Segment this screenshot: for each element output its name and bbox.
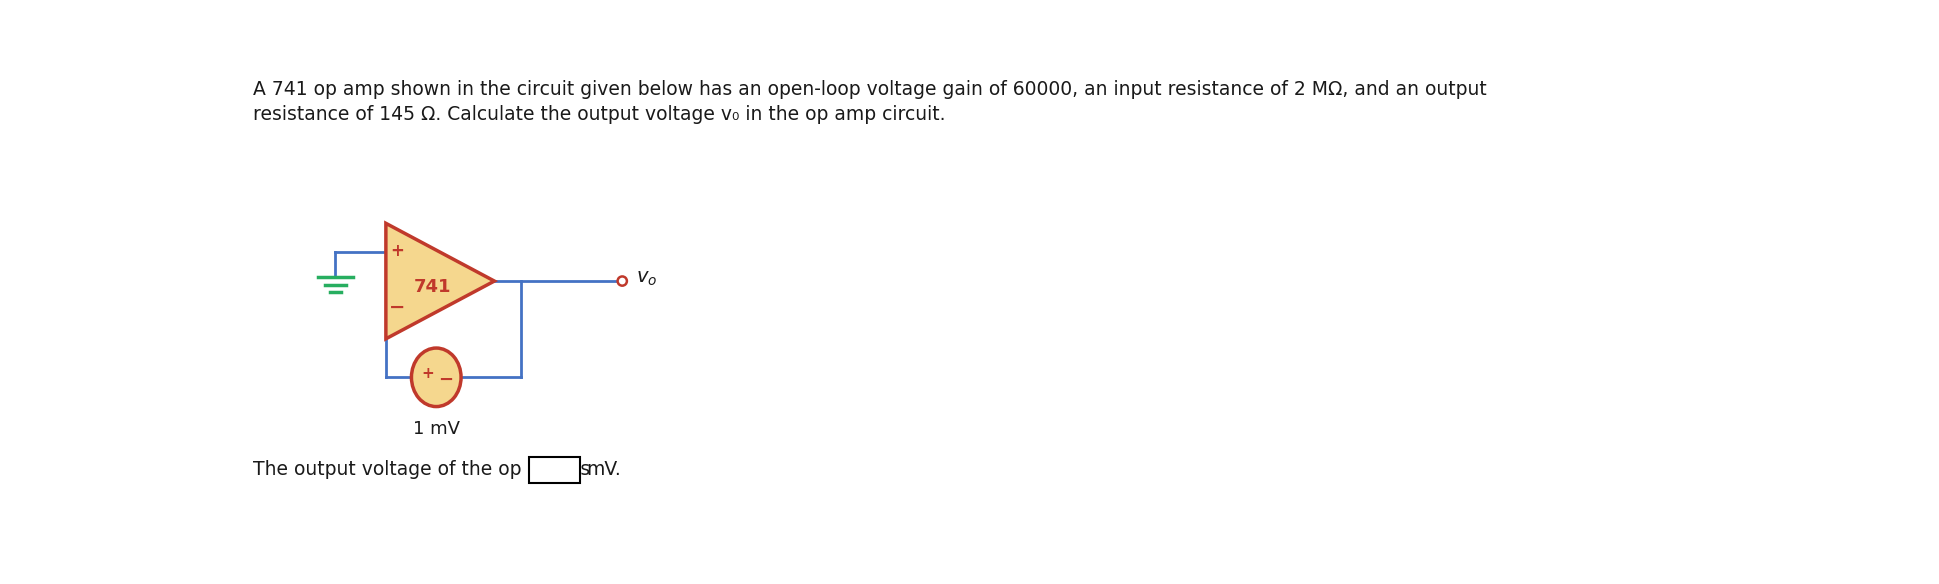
- Text: The output voltage of the op amp is: The output voltage of the op amp is: [252, 460, 589, 479]
- Text: A 741 op amp shown in the circuit given below has an open-loop voltage gain of 6: A 741 op amp shown in the circuit given …: [252, 80, 1485, 99]
- FancyBboxPatch shape: [529, 457, 580, 483]
- Text: +: +: [390, 242, 403, 260]
- Ellipse shape: [411, 348, 461, 406]
- Text: −: −: [438, 371, 454, 390]
- Text: resistance of 145 Ω. Calculate the output voltage v₀ in the op amp circuit.: resistance of 145 Ω. Calculate the outpu…: [252, 105, 944, 124]
- Text: 741: 741: [413, 278, 452, 296]
- Text: −: −: [388, 297, 405, 317]
- Text: 1 mV: 1 mV: [413, 420, 460, 439]
- Text: +: +: [421, 366, 434, 381]
- Text: mV.: mV.: [586, 460, 620, 479]
- Circle shape: [617, 276, 626, 286]
- Text: $v_o$: $v_o$: [636, 269, 657, 288]
- Polygon shape: [386, 223, 494, 339]
